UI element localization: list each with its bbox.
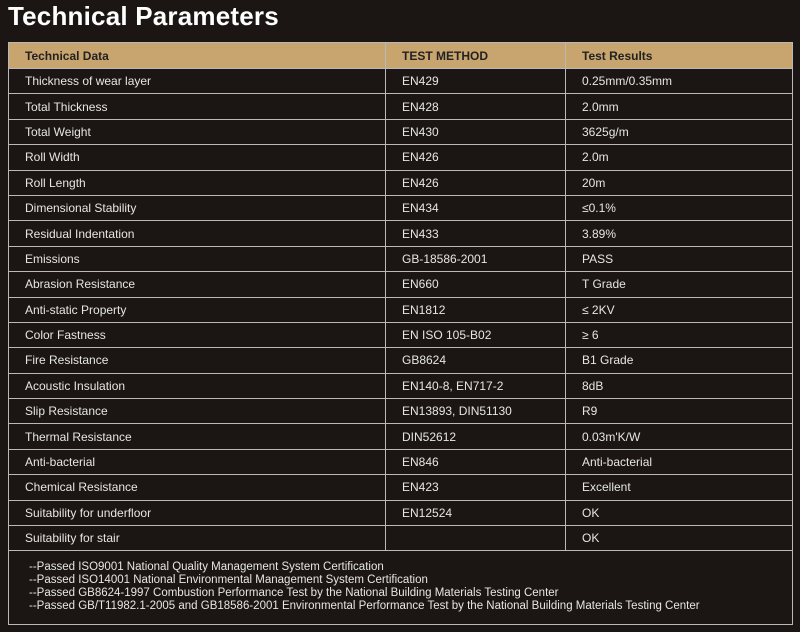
table-row: Slip Resistance EN13893, DIN51130 R9 (8, 398, 793, 425)
table-row: Roll Length EN426 20m (8, 169, 793, 196)
note: --Passed ISO14001 National Environmental… (29, 574, 428, 587)
table-body: Thickness of wear layer EN429 0.25mm/0.35m… (8, 67, 793, 626)
cell-name: Roll Length (8, 169, 386, 196)
cell-method: GB8624 (385, 347, 566, 374)
cell-result: R9 (565, 398, 793, 425)
table-row: Chemical Resistance EN423 Excellent (8, 474, 793, 501)
cell-result: OK (565, 525, 793, 552)
cell-result: 0.03m'K/W (565, 423, 793, 450)
table-row: Acoustic Insulation EN140-8, EN717-2 8dB (8, 372, 793, 400)
header-row: Technical Data TEST METHOD Test Results (8, 42, 793, 69)
note: --Passed ISO9001 National Quality Manage… (29, 561, 384, 574)
cell-method: EN426 (385, 144, 566, 171)
cell-result: ≤ 2KV (565, 296, 793, 323)
cell-method: EN1812 (385, 296, 566, 323)
cell-name: Emissions (8, 245, 386, 273)
cell-name: Slip Resistance (8, 398, 386, 425)
cell-method: EN846 (385, 448, 566, 476)
table-row: Total Weight EN430 3625g/m (8, 118, 793, 146)
cell-result: 0.25mm/0.35mm (565, 67, 793, 95)
cell-result: 3625g/m (565, 118, 793, 146)
cell-name: Roll Width (8, 144, 386, 171)
table-row: Total Thickness EN428 2.0mm (8, 93, 793, 120)
table-row: Emissions GB-18586-2001 PASS (8, 245, 793, 273)
cell-result: Anti-bacterial (565, 448, 793, 476)
cell-method: EN428 (385, 93, 566, 120)
cell-result: OK (565, 499, 793, 527)
cell-result: PASS (565, 245, 793, 273)
cell-result: 8dB (565, 372, 793, 400)
cell-result: T Grade (565, 271, 793, 298)
cell-method: EN13893, DIN51130 (385, 398, 566, 425)
table-row: Thermal Resistance DIN52612 0.03m'K/W (8, 423, 793, 450)
parameters-table: Technical Data TEST METHOD Test Results Th… (8, 42, 793, 626)
cell-name: Acoustic Insulation (8, 372, 386, 400)
cell-name: Anti-static Property (8, 296, 386, 323)
cell-name: Thermal Resistance (8, 423, 386, 450)
notes: --Passed ISO9001 National Quality Manage… (8, 550, 793, 626)
cell-name: Total Thickness (8, 93, 386, 120)
cell-name: Chemical Resistance (8, 474, 386, 501)
table-row: Fire Resistance GB8624 B1 Grade (8, 347, 793, 374)
table-row: Suitability for underfloor EN12524 OK (8, 499, 793, 527)
table-row: Roll Width EN426 2.0m (8, 144, 793, 171)
cell-method: DIN52612 (385, 423, 566, 450)
cell-method: EN426 (385, 169, 566, 196)
header-cell: TEST METHOD (385, 42, 566, 69)
cell-method: GB-18586-2001 (385, 245, 566, 273)
cell-result: 3.89% (565, 220, 793, 247)
header-cell: Test Results (565, 42, 793, 69)
cell-result: B1 Grade (565, 347, 793, 374)
cell-name: Fire Resistance (8, 347, 386, 374)
cell-method: EN ISO 105-B02 (385, 321, 566, 349)
cell-method: EN140-8, EN717-2 (385, 372, 566, 400)
table-row: Residual Indentation EN433 3.89% (8, 220, 793, 247)
cell-method: EN434 (385, 194, 566, 222)
cell-result: Excellent (565, 474, 793, 501)
cell-result: 2.0mm (565, 93, 793, 120)
cell-method: EN430 (385, 118, 566, 146)
table-row: Thickness of wear layer EN429 0.25mm/0.35m… (8, 67, 793, 95)
note: --Passed GB8624-1997 Combustion Performa… (29, 587, 559, 600)
cell-method: EN660 (385, 271, 566, 298)
table-row: Suitability for stair OK (8, 525, 793, 552)
page-title: Technical Parameters (8, 1, 279, 31)
cell-result: ≤0.1% (565, 194, 793, 222)
table-row: Abrasion Resistance EN660 T Grade (8, 271, 793, 298)
cell-method: EN429 (385, 67, 566, 95)
cell-result: 20m (565, 169, 793, 196)
cell-method: EN12524 (385, 499, 566, 527)
cell-name: Suitability for underfloor (8, 499, 386, 527)
table-row: Dimensional Stability EN434 ≤0.1% (8, 194, 793, 222)
header-cell: Technical Data (8, 42, 386, 69)
cell-method (385, 525, 566, 552)
cell-name: Abrasion Resistance (8, 271, 386, 298)
cell-name: Dimensional Stability (8, 194, 386, 222)
notes-row: --Passed ISO9001 National Quality Manage… (8, 550, 793, 626)
cell-method: EN433 (385, 220, 566, 247)
cell-name: Color Fastness (8, 321, 386, 349)
table-row: Color Fastness EN ISO 105-B02 ≥ 6 (8, 321, 793, 349)
cell-name: Anti-bacterial (8, 448, 386, 476)
table-row: Anti-static Property EN1812 ≤ 2KV (8, 296, 793, 323)
cell-result: ≥ 6 (565, 321, 793, 349)
cell-name: Thickness of wear layer (8, 67, 386, 95)
cell-name: Residual Indentation (8, 220, 386, 247)
note: --Passed GB/T11982.1-2005 and GB18586-20… (29, 600, 700, 613)
cell-result: 2.0m (565, 144, 793, 171)
cell-name: Total Weight (8, 118, 386, 146)
cell-name: Suitability for stair (8, 525, 386, 552)
cell-method: EN423 (385, 474, 566, 501)
table-row: Anti-bacterial EN846 Anti-bacterial (8, 448, 793, 476)
